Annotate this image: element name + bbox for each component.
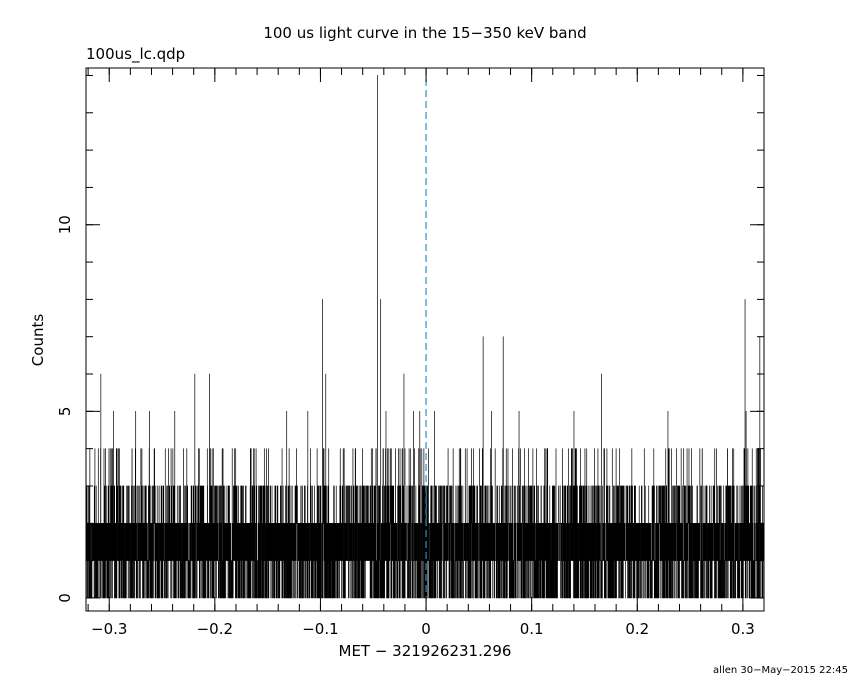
x-tick-label: −0.3 bbox=[91, 620, 127, 638]
footer-stamp: allen 30−May−2015 22:45 bbox=[713, 665, 848, 676]
y-tick-label: 0 bbox=[56, 593, 74, 603]
file-label: 100us_lc.qdp bbox=[86, 45, 185, 64]
plot-frame bbox=[85, 67, 765, 612]
series-histogram bbox=[85, 75, 765, 599]
x-tick-label: 0 bbox=[421, 620, 431, 638]
x-tick-label: 0.3 bbox=[731, 620, 755, 638]
y-tick-label: 5 bbox=[56, 407, 74, 417]
x-axis-label: MET − 321926231.296 bbox=[339, 642, 512, 660]
y-tick-label: 10 bbox=[56, 215, 74, 234]
x-tick-label: −0.1 bbox=[302, 620, 338, 638]
x-tick-label: −0.2 bbox=[197, 620, 233, 638]
x-tick-label: 0.1 bbox=[520, 620, 544, 638]
data-layer bbox=[85, 68, 765, 611]
axis-layer: −0.3 −0.2 −0.1 0 0.1 0.2 0.3 0 5 10 bbox=[56, 68, 765, 638]
x-tick-label: 0.2 bbox=[625, 620, 649, 638]
y-axis-label: Counts bbox=[29, 314, 47, 367]
chart-title: 100 us light curve in the 15−350 keV ban… bbox=[263, 24, 586, 42]
